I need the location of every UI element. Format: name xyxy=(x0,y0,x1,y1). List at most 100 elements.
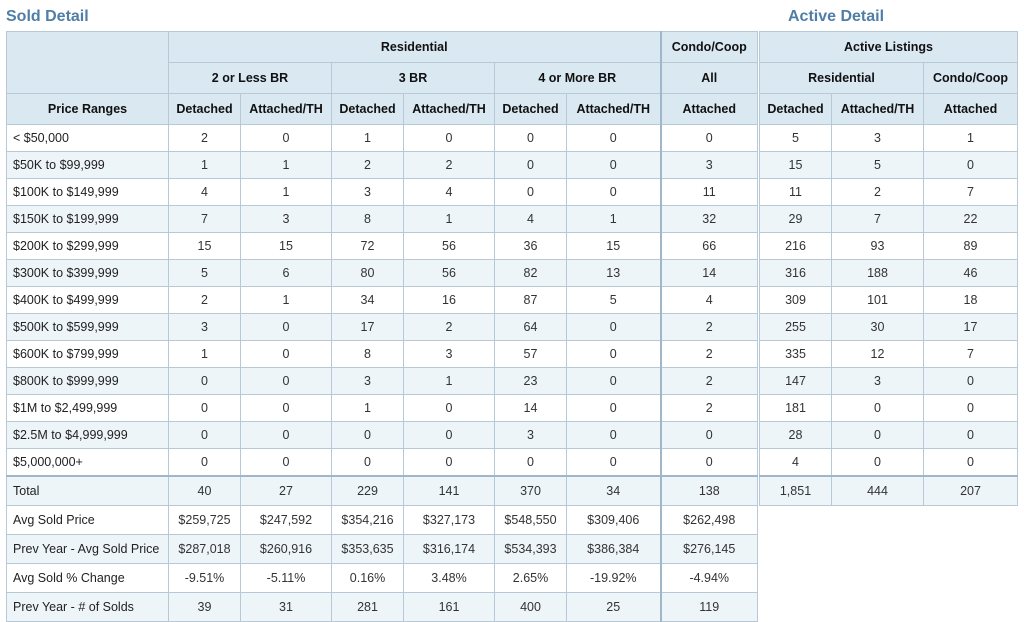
table-cell: 1 xyxy=(923,124,1018,152)
table-cell: -4.94% xyxy=(659,563,758,593)
table-cell: 1 xyxy=(168,340,241,368)
table-cell: 15 xyxy=(759,151,832,179)
price-ranges-header: Price Ranges xyxy=(6,93,169,125)
table-cell: 46 xyxy=(923,259,1018,287)
table-cell: 32 xyxy=(659,205,758,233)
column-header: Attached/TH xyxy=(240,93,332,125)
table-cell: 93 xyxy=(831,232,924,260)
table-cell: $247,592 xyxy=(240,505,332,535)
table-cell: 12 xyxy=(831,340,924,368)
table-cell: 30 xyxy=(831,313,924,341)
table-cell: 335 xyxy=(759,340,832,368)
table-cell: 188 xyxy=(831,259,924,287)
active-condo-coop-header: Condo/Coop xyxy=(923,62,1018,94)
table-cell: 0 xyxy=(331,421,404,449)
table-cell: 15 xyxy=(566,232,661,260)
table-cell: 1 xyxy=(240,286,332,314)
table-row: $800K to $999,999 0 0 3 1 23 0 2 xyxy=(6,367,758,395)
table-cell: 0 xyxy=(923,367,1018,395)
table-cell: 0 xyxy=(659,124,758,152)
table-cell: 3 xyxy=(240,205,332,233)
table-cell: 23 xyxy=(494,367,567,395)
table-cell: 0 xyxy=(831,448,924,477)
table-cell: 400 xyxy=(494,592,567,622)
table-cell: 0 xyxy=(566,448,661,477)
table-row: 335 12 7 xyxy=(759,340,1018,368)
active-residential-header: Residential xyxy=(759,62,924,94)
price-range-label: $200K to $299,999 xyxy=(6,232,169,260)
table-row: 147 3 0 xyxy=(759,367,1018,395)
table-cell: 34 xyxy=(566,475,661,506)
table-cell: 3 xyxy=(168,313,241,341)
table-cell: 2 xyxy=(403,313,495,341)
table-cell: 281 xyxy=(331,592,404,622)
table-cell: 14 xyxy=(494,394,567,422)
table-row: $1M to $2,499,999 0 0 1 0 14 0 2 xyxy=(6,394,758,422)
column-header: Detached xyxy=(759,93,832,125)
table-cell: 3 xyxy=(659,151,758,179)
table-cell: 0 xyxy=(659,421,758,449)
table-cell: $353,635 xyxy=(331,534,404,564)
table-cell: 2 xyxy=(659,367,758,395)
table-cell: 141 xyxy=(403,475,495,506)
table-cell: 0 xyxy=(240,421,332,449)
summary-row: Avg Sold Price $259,725 $247,592 $354,216 $3… xyxy=(6,505,758,535)
table-cell: 0 xyxy=(923,394,1018,422)
table-cell: $386,384 xyxy=(566,534,661,564)
table-cell: 101 xyxy=(831,286,924,314)
table-cell: 8 xyxy=(331,340,404,368)
table-cell: 0 xyxy=(494,124,567,152)
table-cell: 56 xyxy=(403,232,495,260)
table-cell: 0 xyxy=(494,178,567,206)
table-cell: 0 xyxy=(403,421,495,449)
table-cell: 207 xyxy=(923,475,1018,506)
table-cell: 0 xyxy=(923,448,1018,477)
table-cell: 0 xyxy=(240,448,332,477)
table-row: $50K to $99,999 1 1 2 2 0 0 3 xyxy=(6,151,758,179)
table-cell: 57 xyxy=(494,340,567,368)
table-cell: 161 xyxy=(403,592,495,622)
table-cell: 0 xyxy=(566,124,661,152)
table-cell: 87 xyxy=(494,286,567,314)
table-cell: 309 xyxy=(759,286,832,314)
table-cell: 28 xyxy=(759,421,832,449)
table-cell: 0 xyxy=(659,448,758,477)
total-row: Total 40 27 229 141 370 34 138 xyxy=(6,475,758,506)
price-range-label: $100K to $149,999 xyxy=(6,178,169,206)
table-cell: $548,550 xyxy=(494,505,567,535)
table-cell: 2 xyxy=(168,286,241,314)
table-cell: 138 xyxy=(659,475,758,506)
table-cell: 2 xyxy=(168,124,241,152)
table-cell: 0.16% xyxy=(331,563,404,593)
table-cell: 370 xyxy=(494,475,567,506)
column-header: Attached/TH xyxy=(831,93,924,125)
table-cell: 0 xyxy=(831,394,924,422)
table-row: 11 2 7 xyxy=(759,178,1018,206)
summary-label: Prev Year - Avg Sold Price xyxy=(6,534,169,564)
table-cell: 1,851 xyxy=(759,475,832,506)
table-row: 309 101 18 xyxy=(759,286,1018,314)
table-cell: 0 xyxy=(566,340,661,368)
table-cell: 3 xyxy=(403,340,495,368)
table-cell: 119 xyxy=(659,592,758,622)
price-range-label: $600K to $799,999 xyxy=(6,340,169,368)
active-detail-title: Active Detail xyxy=(788,8,885,25)
table-cell: 2 xyxy=(403,151,495,179)
table-cell: 4 xyxy=(494,205,567,233)
table-cell: 11 xyxy=(759,178,832,206)
table-cell: 3 xyxy=(831,367,924,395)
price-range-label: $300K to $399,999 xyxy=(6,259,169,287)
table-cell: 0 xyxy=(566,151,661,179)
table-cell: 1 xyxy=(240,151,332,179)
table-cell: $262,498 xyxy=(659,505,758,535)
table-cell: $327,173 xyxy=(403,505,495,535)
table-cell: 29 xyxy=(759,205,832,233)
table-cell: 1 xyxy=(403,367,495,395)
table-cell: 0 xyxy=(566,421,661,449)
table-cell: 11 xyxy=(659,178,758,206)
table-cell: 4 xyxy=(168,178,241,206)
table-cell: 72 xyxy=(331,232,404,260)
table-cell: 15 xyxy=(168,232,241,260)
column-header: Detached xyxy=(168,93,241,125)
